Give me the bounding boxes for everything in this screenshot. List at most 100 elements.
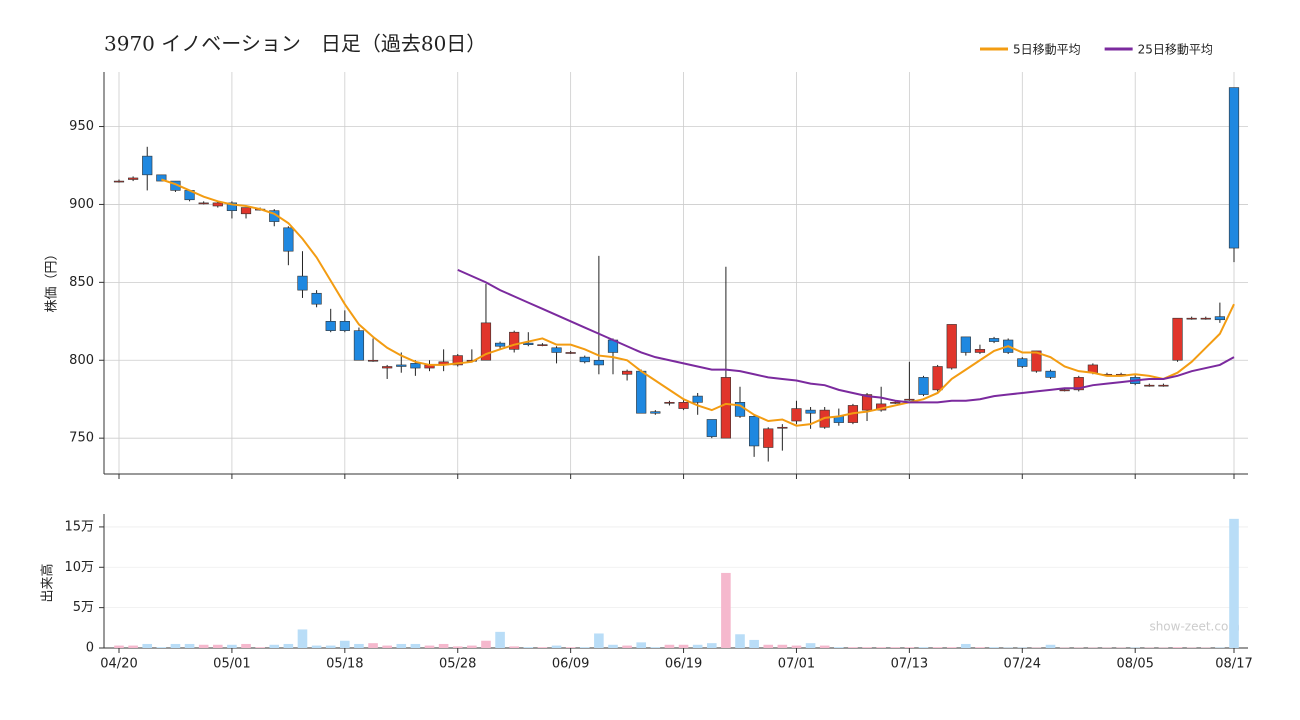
moving-average-line [161, 178, 1235, 427]
candle-body [565, 352, 576, 354]
candle-body [579, 356, 590, 363]
volume-bar [128, 645, 138, 648]
volume-bar [212, 644, 223, 648]
volume-bar [1229, 518, 1239, 648]
volume-bar [537, 647, 548, 648]
candle-body [1228, 87, 1240, 249]
volume-bar [608, 644, 618, 648]
x-tick-label: 07/24 [1004, 657, 1041, 672]
volume-bar [269, 644, 280, 648]
volume-y-tick-label: 0 [86, 641, 94, 656]
volume-bar [749, 639, 759, 648]
candle-body [311, 292, 322, 305]
candle-body [382, 366, 393, 369]
candle-body [1144, 384, 1155, 387]
volume-bar [382, 645, 392, 648]
candle-body [678, 402, 689, 409]
candle-body [396, 364, 407, 367]
y-tick-label: 950 [69, 119, 94, 134]
volume-bar [255, 647, 265, 648]
volume-bar [834, 647, 844, 648]
candle-body [960, 336, 971, 353]
candle-body [805, 409, 816, 414]
volume-bar [594, 633, 604, 648]
volume-bar [678, 644, 689, 648]
volume-bar [932, 647, 943, 648]
candle-body [523, 342, 534, 345]
y-tick-label: 900 [69, 197, 94, 212]
volume-bar [636, 642, 647, 648]
volume-bar [170, 643, 181, 648]
volume-bar [467, 645, 477, 648]
volume-bar [848, 647, 858, 648]
volume-bar [325, 645, 336, 648]
candle-body [622, 370, 633, 375]
volume-bar [156, 647, 167, 648]
volume-bar [114, 645, 124, 648]
volume-bar [805, 643, 816, 648]
x-tick-label: 04/20 [100, 657, 137, 672]
x-tick-label: 05/28 [439, 657, 476, 672]
candle-body [1073, 377, 1084, 391]
volume-bar [989, 647, 999, 648]
candle-body [650, 411, 661, 414]
volume-bar [142, 643, 153, 648]
candle-body [974, 349, 986, 353]
volume-bar [452, 646, 463, 648]
volume-bar [297, 629, 308, 648]
x-tick-label: 07/13 [891, 657, 928, 672]
candle-body [1214, 316, 1225, 321]
candle-body [861, 394, 873, 411]
volume-bar [523, 647, 534, 648]
volume-bar [721, 572, 731, 648]
candle-body [226, 202, 238, 211]
volume-bar [862, 647, 872, 648]
y-tick-label: 850 [69, 275, 94, 290]
volume-bar [664, 644, 675, 648]
volume-bar [961, 643, 971, 648]
candle-body [988, 338, 1000, 342]
volume-bar [565, 647, 576, 648]
volume-bar [890, 647, 901, 648]
candle-body [593, 359, 604, 366]
candle-body [367, 359, 379, 362]
y-axis-label: 株価（円） [45, 247, 60, 312]
candle-body [240, 207, 252, 215]
candle-body [1158, 384, 1169, 387]
x-tick-label: 06/19 [665, 657, 702, 672]
candle-body [763, 428, 774, 448]
candle-body [1031, 350, 1042, 372]
candle-body [551, 347, 562, 353]
candle-body [692, 395, 703, 403]
volume-bar [495, 631, 505, 648]
candle-body [339, 321, 350, 331]
x-tick-label: 06/09 [552, 657, 589, 672]
candle-body [509, 331, 520, 350]
volume-bar [650, 647, 661, 648]
volume-bar [579, 647, 590, 648]
volume-bar [763, 644, 774, 648]
candle-body [946, 324, 957, 369]
volume-bar [551, 645, 562, 648]
volume-bar [1045, 644, 1056, 648]
candle-body [720, 377, 731, 439]
candle-body [198, 202, 209, 205]
candle-body [212, 202, 223, 207]
candle-body [664, 402, 675, 404]
volume-axis-label: 出来高 [40, 563, 56, 602]
candle-body [749, 416, 760, 447]
legend-label: 25日移動平均 [1138, 43, 1213, 57]
volume-bar [1172, 647, 1183, 648]
candle-body [113, 180, 125, 183]
candle-body [1045, 370, 1056, 378]
volume-bar [481, 640, 491, 648]
candle-body [1059, 389, 1070, 392]
candle-body [904, 398, 915, 401]
candle-body [1186, 317, 1197, 320]
candle-body [890, 402, 901, 404]
y-tick-label: 750 [69, 431, 94, 446]
candle-body [142, 155, 153, 176]
candle-body [494, 342, 506, 347]
volume-bar [876, 647, 886, 648]
